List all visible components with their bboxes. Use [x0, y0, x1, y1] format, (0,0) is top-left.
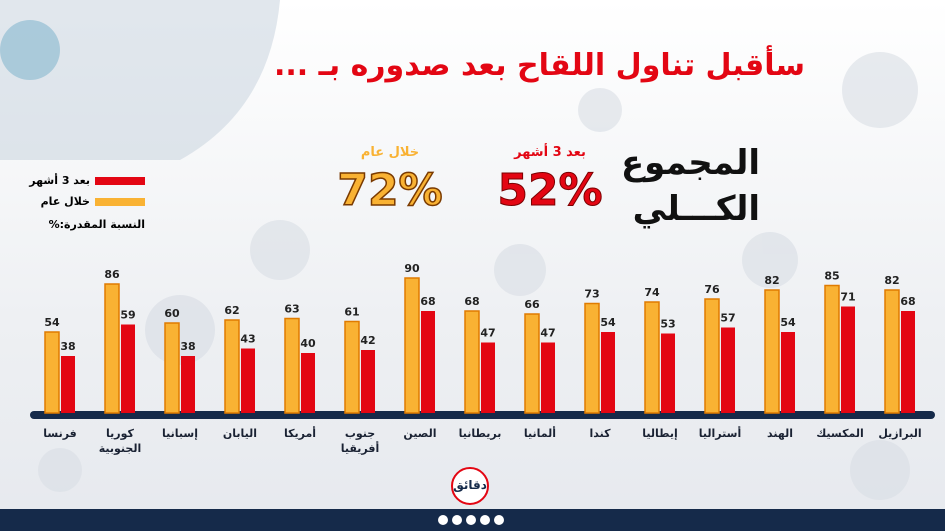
value-label: 68	[900, 295, 915, 308]
bar	[841, 306, 855, 413]
value-label: 68	[420, 295, 435, 308]
legend-label: خلال عام	[40, 195, 90, 208]
total-value: 52%	[497, 165, 603, 217]
category-label: فرنسا	[43, 427, 77, 440]
title: سأقبل تناول اللقاح بعد صدوره بـ ...	[273, 48, 805, 83]
legend-note: النسبة المقدرة:%	[48, 218, 145, 231]
bar	[584, 302, 600, 414]
value-label: 54	[44, 316, 60, 329]
social-icons	[438, 515, 504, 525]
legend-label: بعد 3 أشهر	[29, 174, 90, 187]
value-label: 57	[720, 312, 735, 325]
category-label: إيطاليا	[642, 427, 678, 440]
value-label: 54	[600, 316, 616, 329]
bar	[481, 342, 495, 413]
category-label: جنوب أفريقيا	[340, 427, 380, 455]
category-label: المكسيك	[816, 427, 864, 440]
category-label: الصين	[403, 427, 437, 440]
value-label: 68	[464, 295, 479, 308]
value-label: 38	[60, 340, 75, 353]
legend-swatch	[95, 177, 145, 185]
bar	[824, 284, 840, 414]
value-label: 47	[540, 327, 555, 340]
value-label: 59	[120, 309, 135, 322]
bar	[601, 332, 615, 413]
bar	[781, 332, 795, 413]
bar	[524, 313, 540, 414]
value-label: 42	[360, 334, 375, 347]
total-name: بعد 3 أشهر	[514, 145, 586, 160]
bar	[421, 311, 435, 413]
bar	[704, 298, 720, 414]
value-label: 62	[224, 304, 239, 317]
value-label: 76	[704, 283, 720, 296]
category-label: ألمانيا	[523, 427, 557, 440]
category-label: الهند	[766, 427, 793, 440]
value-label: 73	[584, 288, 599, 301]
total-name: خلال عام	[360, 145, 420, 160]
category-label: أمريكا	[283, 427, 317, 440]
value-label: 90	[404, 262, 420, 275]
logo-badge	[451, 467, 489, 505]
bar	[121, 324, 135, 413]
bar	[884, 289, 900, 414]
value-label: 74	[644, 286, 660, 299]
bar	[344, 320, 360, 414]
bar	[644, 301, 660, 414]
value-label: 61	[344, 306, 359, 319]
category-label: اليابان	[222, 427, 258, 440]
bar	[721, 327, 735, 413]
decoration	[38, 52, 918, 500]
bar	[764, 289, 780, 414]
value-label: 71	[840, 291, 855, 304]
bar	[104, 283, 120, 414]
logo: دقائق	[453, 478, 487, 492]
value-label: 86	[104, 268, 120, 281]
bar	[301, 353, 315, 413]
bar	[181, 356, 195, 413]
legend-swatch	[95, 198, 145, 206]
total-label: المجموع الكـــلي	[620, 143, 760, 229]
category-label: بريطانيا	[458, 427, 502, 440]
value-label: 63	[284, 303, 299, 316]
value-label: 60	[164, 307, 180, 320]
bar	[661, 333, 675, 413]
value-label: 66	[524, 298, 540, 311]
bar	[44, 331, 60, 414]
value-label: 40	[300, 337, 316, 350]
category-label: كندا	[589, 427, 611, 440]
value-label: 47	[480, 327, 495, 340]
value-label: 53	[660, 318, 675, 331]
bar	[541, 342, 555, 413]
value-label: 54	[780, 316, 796, 329]
bar	[464, 310, 480, 414]
bar	[404, 277, 420, 414]
category-label: إسبانيا	[162, 427, 198, 440]
bar	[241, 348, 255, 413]
total-value: 72%	[337, 164, 444, 217]
photo-placeholder	[0, 0, 280, 160]
category-label: أستراليا	[698, 427, 742, 440]
value-label: 38	[180, 340, 195, 353]
value-label: 82	[764, 274, 779, 287]
bar	[901, 311, 915, 413]
value-label: 82	[884, 274, 899, 287]
bar	[61, 356, 75, 413]
bar	[164, 322, 180, 414]
category-label: البرازيل	[878, 427, 922, 440]
value-label: 85	[824, 270, 839, 283]
category-label: كوريا الجنوبية	[98, 427, 142, 455]
value-label: 43	[240, 333, 255, 346]
bar	[224, 319, 240, 414]
bar	[361, 350, 375, 413]
bar	[284, 317, 300, 414]
